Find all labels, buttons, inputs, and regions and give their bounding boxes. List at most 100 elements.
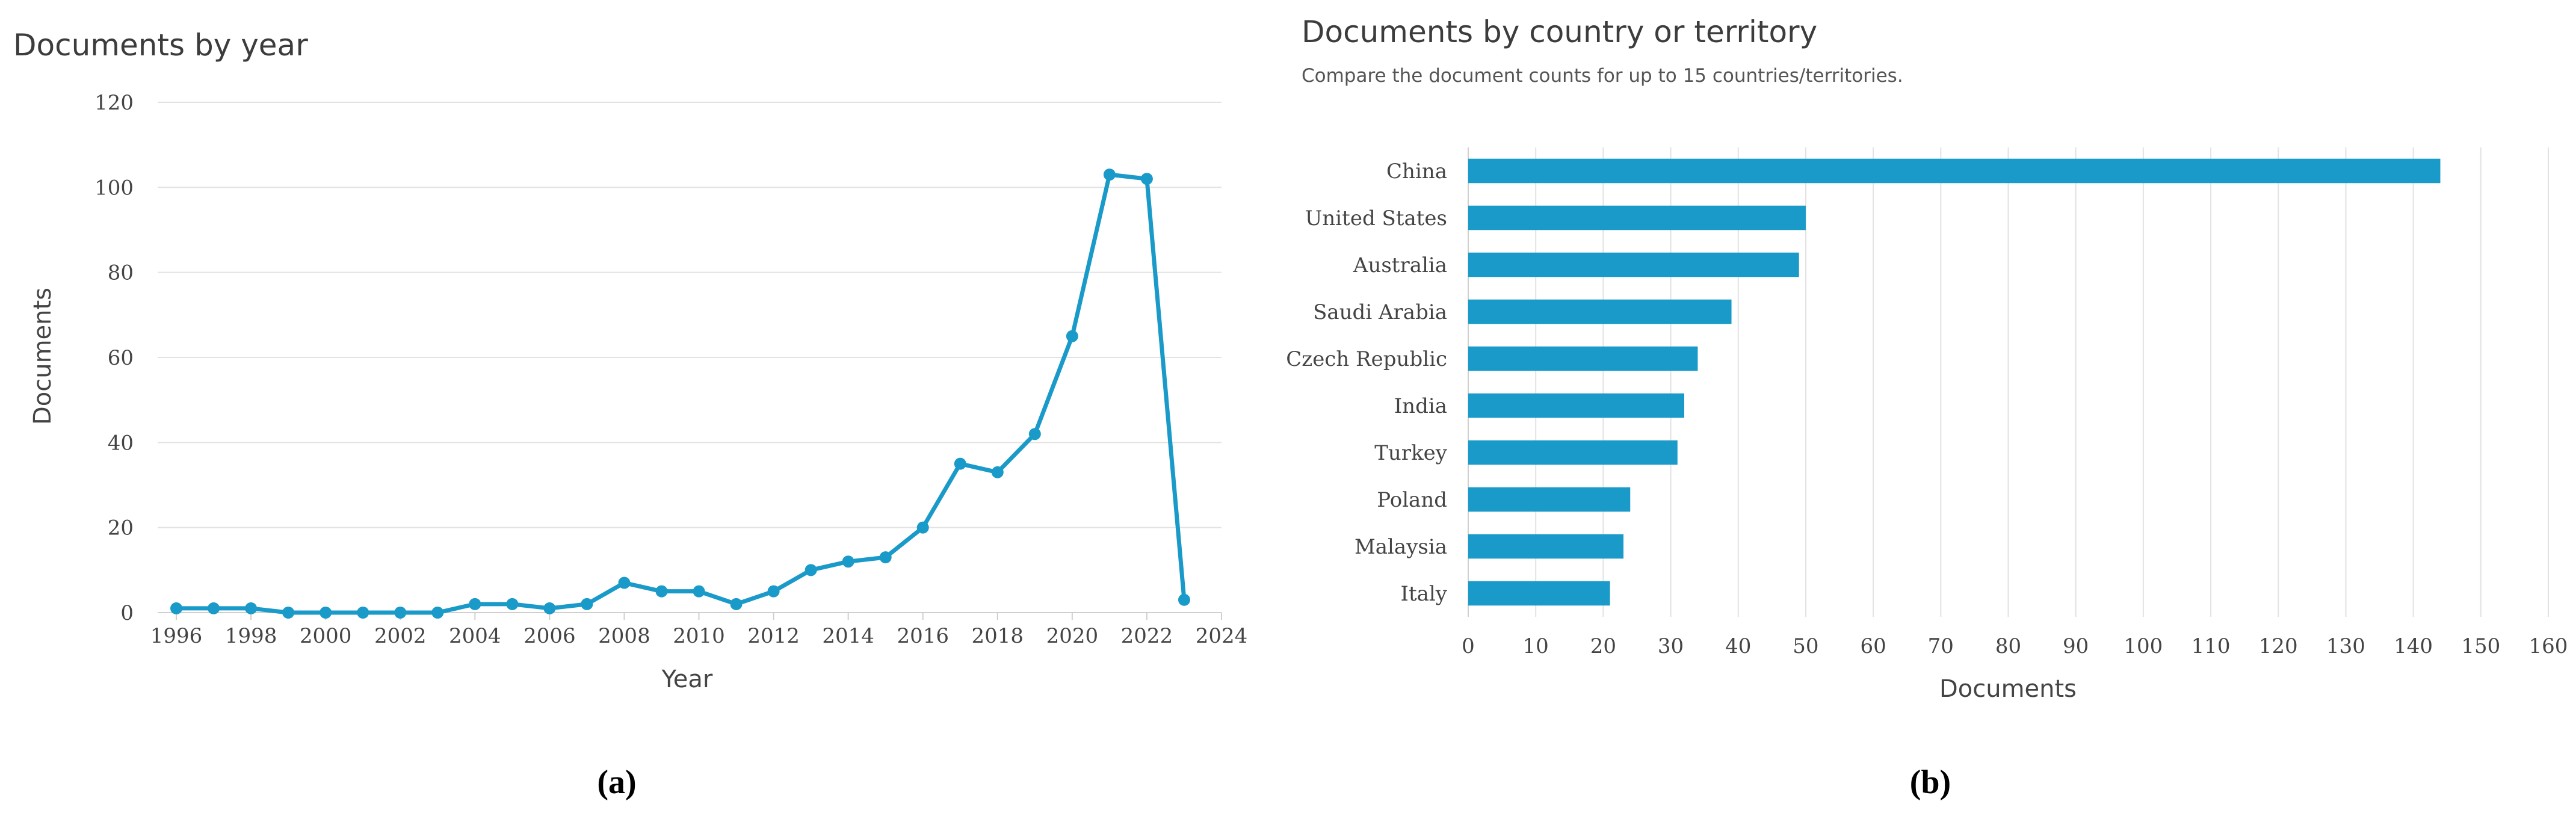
line-chart-x-ticks: 1996 1998 2000 2002 2004 2006 2008 2010 2012 2014… <box>150 613 1248 648</box>
bar[interactable] <box>1468 158 2441 184</box>
category-label: United States <box>1305 206 1447 230</box>
x-tick-label: 2016 <box>897 624 949 648</box>
x-tick-label: 0 <box>1462 634 1475 658</box>
y-tick-label: 0 <box>120 601 134 625</box>
series-line <box>176 172 1187 615</box>
y-tick-label: 100 <box>94 176 134 200</box>
x-tick-label: 2006 <box>524 624 576 648</box>
bar[interactable] <box>1468 346 1698 371</box>
y-tick-label: 120 <box>94 91 134 115</box>
bar[interactable] <box>1468 299 1732 324</box>
x-tick-label: 1996 <box>150 624 203 648</box>
data-point[interactable] <box>879 551 892 564</box>
data-point[interactable] <box>282 607 295 619</box>
x-tick-label: 50 <box>1793 634 1818 658</box>
x-tick-label: 2010 <box>673 624 725 648</box>
x-tick-label: 2014 <box>822 624 874 648</box>
data-point[interactable] <box>394 607 407 619</box>
x-tick-label: 30 <box>1658 634 1684 658</box>
x-tick-label: 100 <box>2124 634 2163 658</box>
x-tick-label: 2008 <box>598 624 650 648</box>
x-tick-label: 2000 <box>300 624 352 648</box>
x-tick-label: 2024 <box>1196 624 1248 648</box>
data-point[interactable] <box>1103 168 1116 181</box>
bar[interactable] <box>1468 487 1631 512</box>
data-point[interactable] <box>1178 593 1190 606</box>
x-tick-label: 90 <box>2063 634 2089 658</box>
data-point[interactable] <box>805 564 817 576</box>
bar-chart-category-labels: China United States Australia Saudi Arabia C… <box>1286 159 1448 606</box>
x-tick-label: 2018 <box>972 624 1024 648</box>
data-point[interactable] <box>581 598 593 610</box>
data-point[interactable] <box>245 602 258 614</box>
category-label: Malaysia <box>1354 535 1447 559</box>
x-tick-label: 150 <box>2461 634 2500 658</box>
x-tick-label: 40 <box>1725 634 1751 658</box>
x-tick-label: 110 <box>2191 634 2231 658</box>
x-tick-label: 2002 <box>374 624 427 648</box>
category-label: India <box>1394 394 1447 418</box>
x-tick-label: 2004 <box>449 624 501 648</box>
data-point[interactable] <box>693 585 705 598</box>
data-point[interactable] <box>357 607 369 619</box>
data-point[interactable] <box>469 598 481 610</box>
data-point[interactable] <box>431 607 444 619</box>
bar-chart-panel: Documents by country or territory Compar… <box>1286 14 2568 801</box>
bar[interactable] <box>1468 581 1610 606</box>
x-tick-label: 2022 <box>1121 624 1173 648</box>
line-chart-y-ticks: 0 20 40 60 80 100 120 <box>94 91 134 625</box>
y-tick-label: 60 <box>108 346 134 370</box>
category-label: Czech Republic <box>1286 347 1447 371</box>
data-point[interactable] <box>506 598 519 610</box>
data-point[interactable] <box>170 602 183 614</box>
data-point[interactable] <box>655 585 668 598</box>
data-point[interactable] <box>208 602 220 614</box>
x-tick-label: 10 <box>1523 634 1549 658</box>
bar[interactable] <box>1468 534 1624 559</box>
data-point[interactable] <box>916 521 929 534</box>
category-label: Italy <box>1401 582 1448 606</box>
category-label: China <box>1386 159 1447 184</box>
data-point[interactable] <box>954 457 966 470</box>
category-label: Saudi Arabia <box>1313 300 1447 324</box>
panel-label-b: (b) <box>1910 764 1951 801</box>
bar-chart-x-axis-label: Documents <box>1939 675 2077 703</box>
data-point[interactable] <box>991 466 1004 478</box>
line-chart-x-axis-label: Year <box>661 666 713 693</box>
data-point[interactable] <box>767 585 780 598</box>
x-tick-label: 20 <box>1590 634 1616 658</box>
x-tick-label: 80 <box>1995 634 2021 658</box>
data-point[interactable] <box>320 607 332 619</box>
y-tick-label: 40 <box>108 431 134 455</box>
data-point[interactable] <box>1066 330 1078 342</box>
data-point[interactable] <box>1028 428 1041 440</box>
line-chart-points <box>170 168 1190 619</box>
bar-chart-bars <box>1468 158 2441 606</box>
bar[interactable] <box>1468 252 1799 277</box>
y-tick-label: 80 <box>108 261 134 285</box>
data-point[interactable] <box>842 555 854 568</box>
data-point[interactable] <box>730 598 743 610</box>
category-label: Australia <box>1353 253 1447 277</box>
bar[interactable] <box>1468 440 1678 465</box>
x-tick-label: 140 <box>2394 634 2433 658</box>
bar-chart-subtitle: Compare the document counts for up to 15… <box>1302 65 1903 87</box>
x-tick-label: 1998 <box>225 624 277 648</box>
line-chart-y-axis-label: Documents <box>29 288 57 425</box>
data-point[interactable] <box>618 576 631 589</box>
bar[interactable] <box>1468 205 1806 230</box>
x-tick-label: 120 <box>2259 634 2298 658</box>
bar[interactable] <box>1468 393 1684 418</box>
data-point[interactable] <box>543 602 556 614</box>
x-tick-label: 2020 <box>1046 624 1099 648</box>
x-tick-label: 130 <box>2326 634 2365 658</box>
bar-chart-title: Documents by country or territory <box>1302 14 1817 49</box>
x-tick-label: 60 <box>1860 634 1886 658</box>
line-chart-title: Documents by year <box>13 28 308 63</box>
x-tick-label: 160 <box>2529 634 2568 658</box>
data-point[interactable] <box>1140 173 1153 185</box>
x-tick-label: 2012 <box>747 624 800 648</box>
category-label: Turkey <box>1374 441 1448 465</box>
